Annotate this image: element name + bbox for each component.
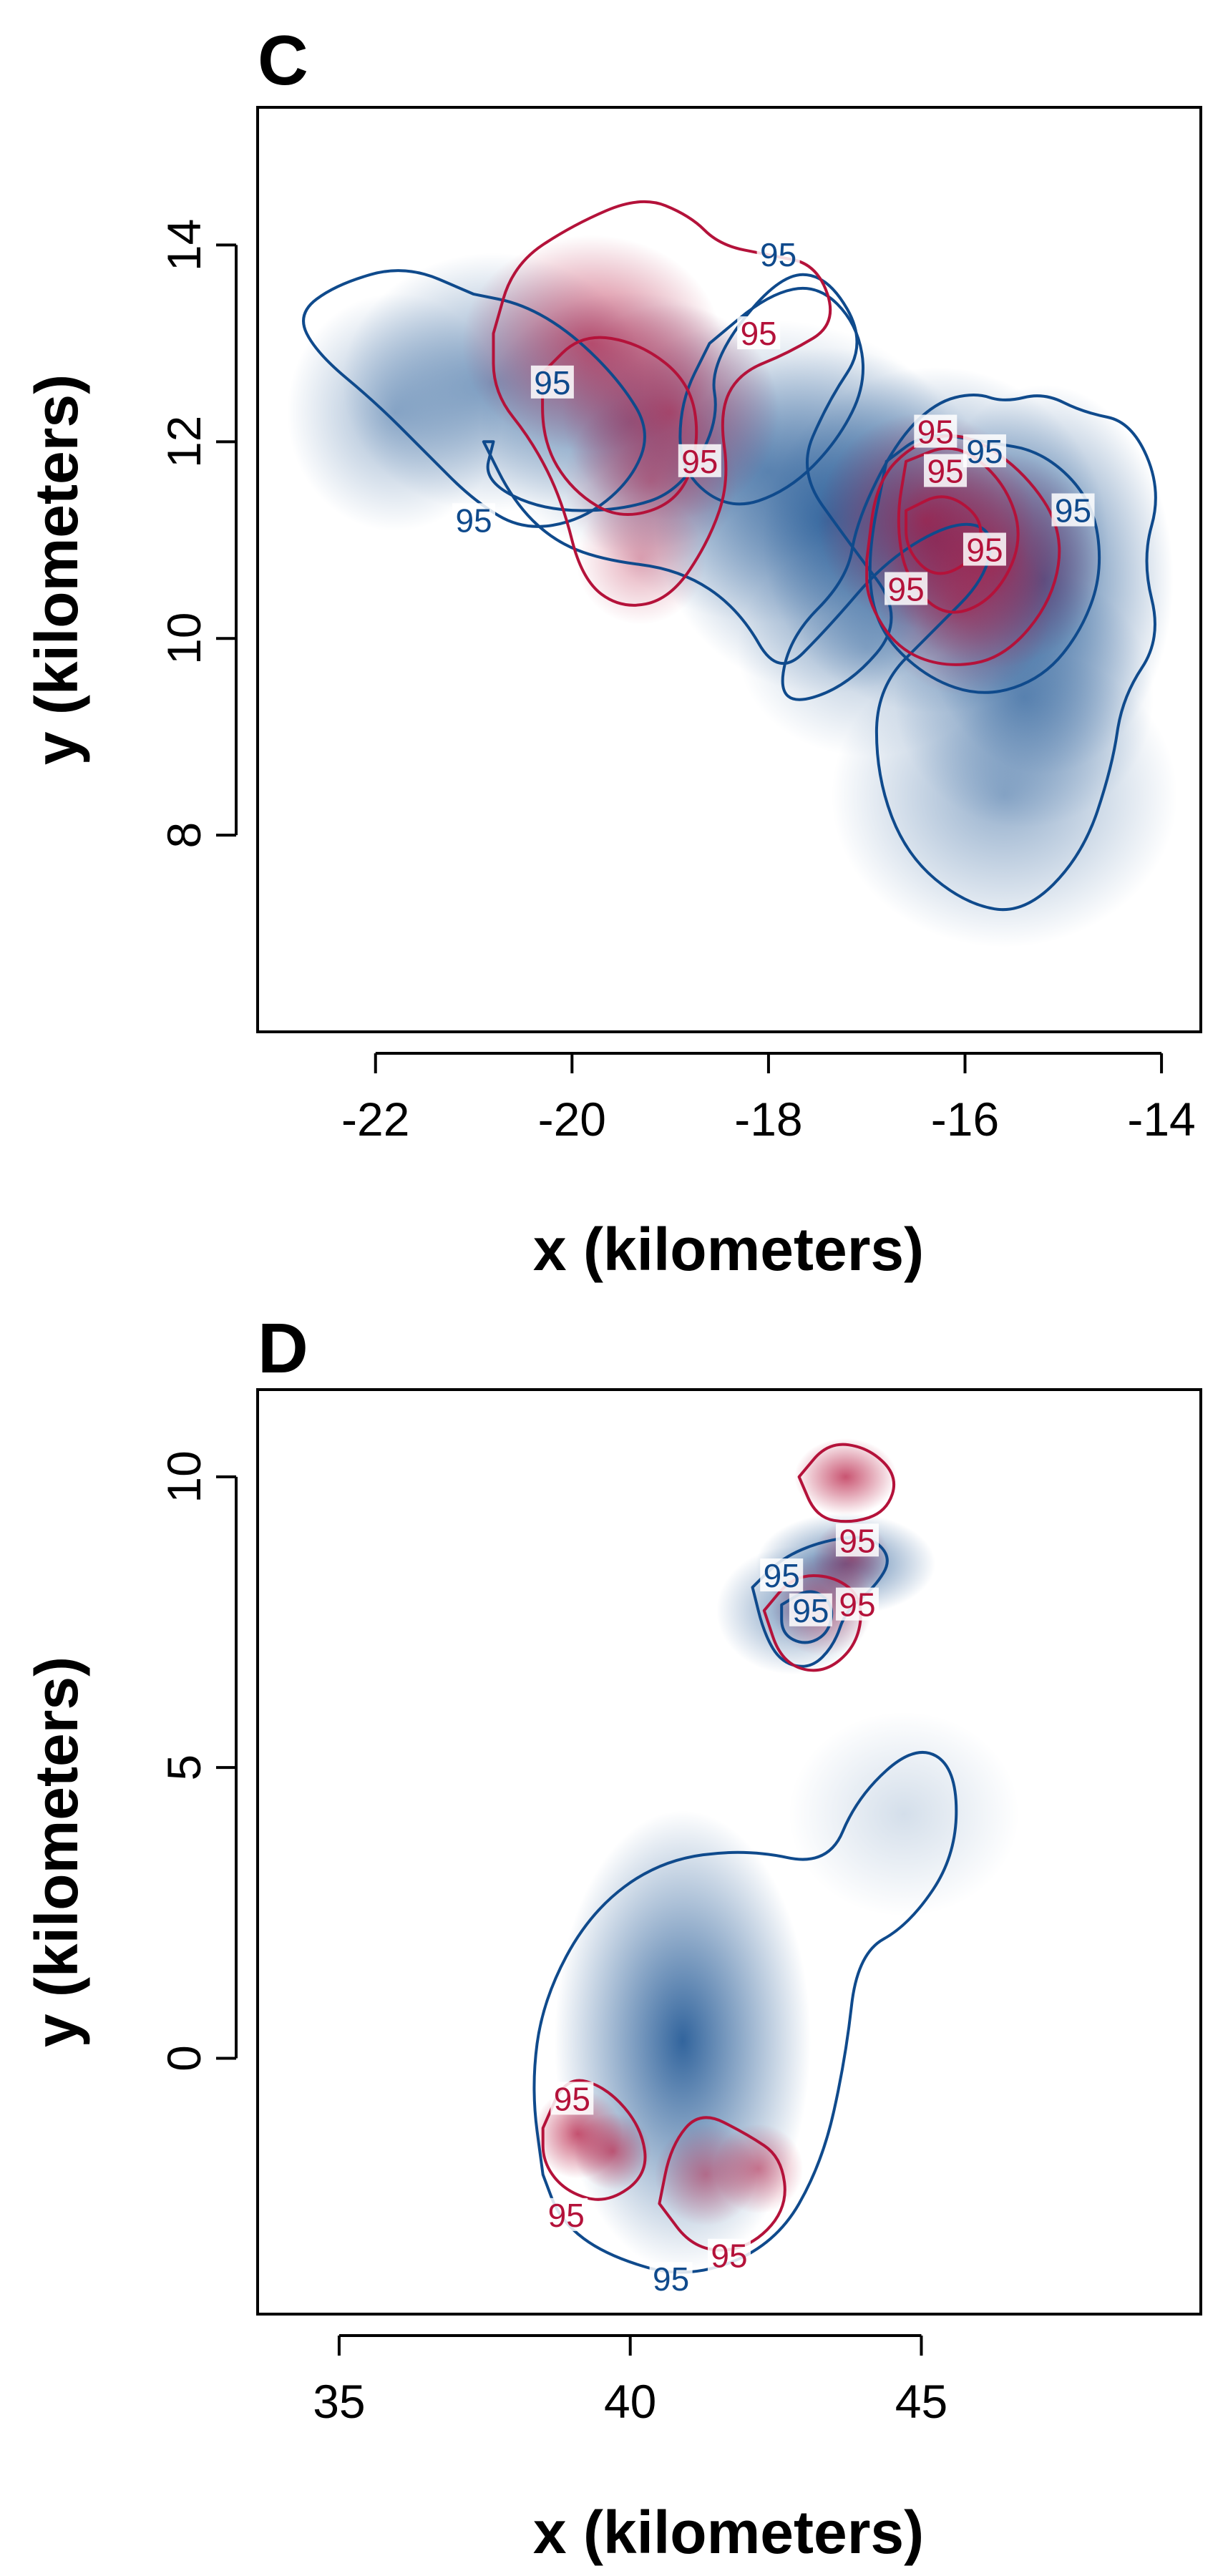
y-axis-title-c: y (kilometers): [23, 374, 90, 765]
contour-label-red: 95: [741, 315, 777, 352]
contour-95-blue: [482, 273, 1157, 912]
contour-label-blue: 95: [760, 236, 796, 273]
y-tick-label: 5: [157, 1755, 210, 1781]
plot-frame-c: [256, 106, 1202, 1033]
x-tick-label: -18: [734, 1093, 802, 1146]
contour-95-red: [492, 200, 832, 607]
contour-label-bg: [550, 2082, 594, 2115]
contour-label-red: 95: [888, 570, 925, 608]
density-blob-blue: [788, 1712, 1020, 1917]
x-axis-c: -22 -20 -18 -16 -14: [341, 1052, 1196, 1146]
density-blob-red: [713, 2124, 804, 2214]
density-blob-red: [574, 2112, 651, 2190]
contour-label-bg: [530, 365, 574, 399]
x-tick-label: -14: [1127, 1093, 1195, 1146]
contour-95-blue: [678, 286, 864, 506]
contour-95-red: [897, 447, 1020, 614]
contour-95-red: [865, 434, 1061, 666]
contour-label-blue: 95: [764, 1557, 800, 1594]
contour-label-red: 95: [711, 2238, 747, 2275]
contour-label-bg: [737, 316, 781, 350]
contour-label-red: 95: [966, 532, 1003, 569]
contour-95-red: [797, 1443, 896, 1523]
contour-label-bg: [649, 2262, 693, 2296]
contour-label-bg: [756, 238, 800, 271]
density-blob-red: [575, 494, 706, 625]
contour-label-red: 95: [839, 1586, 875, 1624]
contour-label-red: 95: [927, 453, 963, 490]
contour-label-bg: [708, 2238, 751, 2272]
y-tick-label: 10: [157, 1450, 210, 1503]
plot-frame-d: [256, 1388, 1202, 2316]
contour-95-red: [658, 2116, 786, 2252]
x-axis-title-c: x (kilometers): [533, 1216, 924, 1283]
contour-label-red: 95: [839, 1522, 875, 1559]
panel-label-c: C: [258, 21, 308, 99]
contour-layer-c: [302, 200, 1157, 912]
x-tick-label: 40: [604, 2375, 656, 2428]
x-tick-label: 45: [895, 2375, 947, 2428]
contour-label-bg: [678, 444, 721, 477]
contour-label-bg: [545, 2197, 588, 2231]
x-tick-label: -16: [931, 1093, 999, 1146]
contour-label-red: 95: [548, 2197, 585, 2234]
contour-label-bg: [835, 1523, 879, 1557]
contour-label-bg: [1051, 493, 1095, 527]
contour-label-blue: 95: [1055, 492, 1091, 530]
contour-label-red: 95: [681, 443, 718, 480]
contour-label-blue: 95: [966, 433, 1003, 470]
y-tick-label: 0: [157, 2045, 210, 2072]
x-axis-d: 35 40 45: [313, 2334, 947, 2428]
density-layer-c: [287, 235, 1178, 947]
contour-label-bg: [885, 572, 928, 605]
y-axis-c: 8 10 12 14: [157, 219, 238, 849]
contour-label-bg: [914, 414, 957, 448]
contour-label-blue: 95: [455, 502, 492, 539]
contour-label-blue: 95: [653, 2260, 689, 2298]
y-tick-label: 14: [157, 219, 210, 271]
contour-label-bg: [963, 532, 1006, 566]
contour-label-bg: [760, 1558, 804, 1592]
y-axis-d: 0 5 10: [157, 1450, 238, 2072]
contour-label-bg: [452, 503, 496, 537]
contour-label-blue: 95: [534, 364, 570, 401]
x-tick-label: 35: [313, 2375, 365, 2428]
x-tick-label: -22: [341, 1093, 409, 1146]
y-tick-label: 10: [157, 613, 210, 665]
x-tick-label: -20: [538, 1093, 606, 1146]
x-axis-title-d: x (kilometers): [533, 2499, 924, 2566]
contour-label-bg: [789, 1593, 832, 1626]
contour-label-bg: [924, 454, 968, 487]
density-blob-red: [794, 1438, 897, 1516]
contour-label-red: 95: [554, 2080, 590, 2117]
y-axis-title-d: y (kilometers): [23, 1657, 90, 2047]
contour-label-blue: 95: [792, 1592, 829, 1629]
panel-label-d: D: [258, 1309, 308, 1387]
contour-label-bg: [835, 1587, 879, 1621]
y-tick-label: 8: [157, 822, 210, 849]
contour-label-bg: [963, 434, 1006, 468]
contour-label-red: 95: [917, 414, 954, 451]
y-tick-label: 12: [157, 416, 210, 468]
